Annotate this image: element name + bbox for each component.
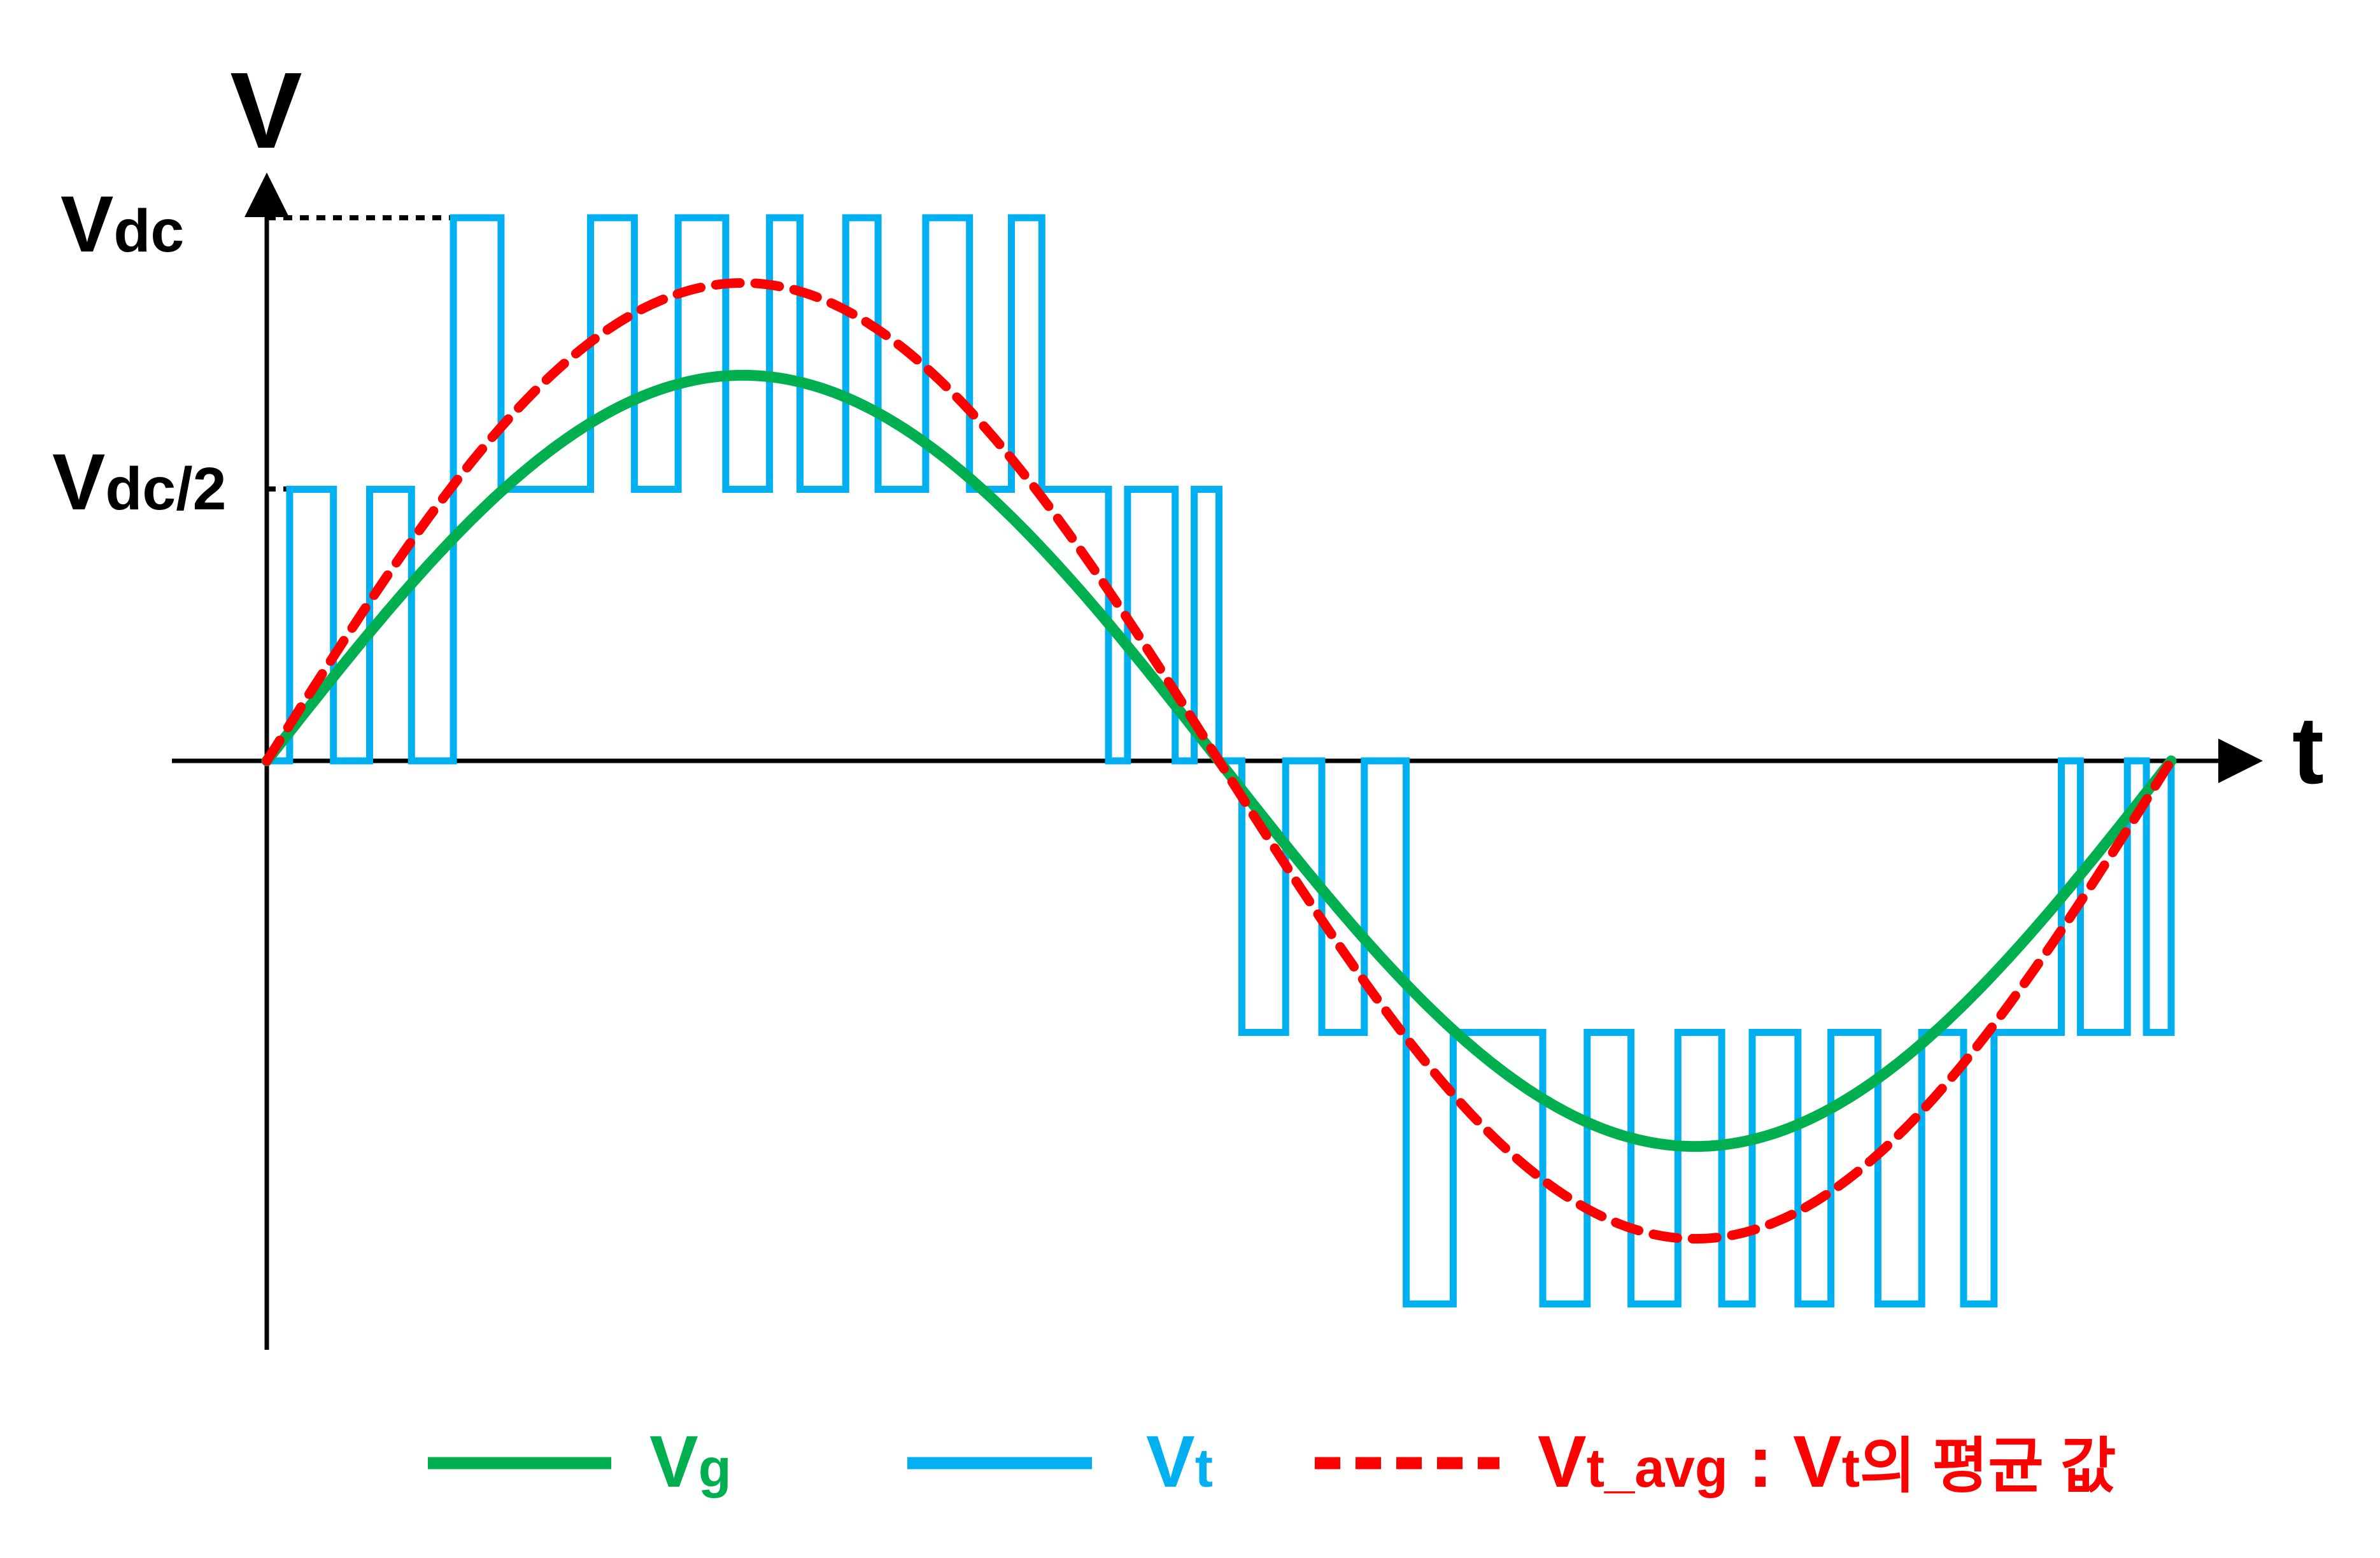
legend: Vg Vt Vt_avg : Vt의 평균 값 <box>428 1421 2116 1503</box>
y-axis-label: V <box>230 50 302 171</box>
x-axis-label: t <box>2292 697 2324 804</box>
series-vt-avg-line <box>262 278 2176 1244</box>
legend-vt-label: Vt <box>1146 1421 1213 1503</box>
vdc-label: Vdc <box>60 180 184 269</box>
legend-vg-label: Vg <box>649 1421 732 1503</box>
legend-vt-avg-label: Vt_avg : Vt의 평균 값 <box>1538 1421 2116 1503</box>
vdc-half-label: Vdc/2 <box>52 438 226 527</box>
